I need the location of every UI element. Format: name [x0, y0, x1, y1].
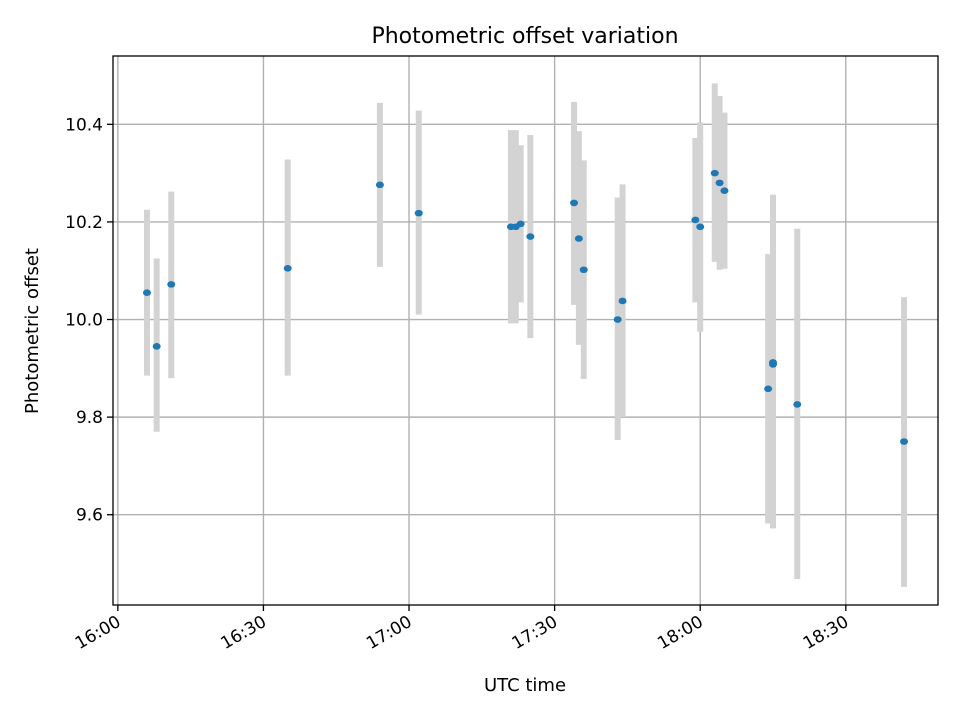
data-point — [691, 216, 700, 224]
data-point — [375, 181, 384, 189]
y-axis-label: Photometric offset — [22, 248, 43, 414]
data-points — [142, 169, 909, 445]
data-point — [793, 401, 802, 408]
y-tick-label: 9.8 — [76, 408, 103, 428]
data-point — [414, 209, 423, 217]
y-tick-label: 10.0 — [65, 311, 103, 331]
data-point — [764, 385, 773, 393]
y-tick-label: 9.6 — [76, 506, 103, 526]
data-point — [574, 235, 583, 242]
data-point — [167, 281, 176, 288]
data-point — [769, 361, 777, 368]
data-point — [900, 438, 909, 445]
data-point — [715, 179, 724, 187]
data-point — [720, 187, 729, 194]
data-point — [579, 266, 588, 274]
x-axis-label: UTC time — [484, 675, 566, 696]
data-point — [142, 289, 151, 296]
data-point — [570, 199, 579, 207]
data-point — [283, 264, 292, 272]
plot-frame — [112, 55, 939, 606]
data-point — [613, 316, 622, 323]
data-point — [696, 223, 705, 231]
data-point — [526, 233, 535, 240]
y-tick-label: 10.4 — [65, 115, 103, 135]
data-point — [710, 169, 719, 177]
data-point — [516, 220, 525, 228]
grid-lines — [113, 56, 938, 605]
chart-title: Photometric offset variation — [371, 24, 678, 49]
data-point — [618, 297, 627, 305]
data-point — [152, 343, 161, 350]
y-tick-label: 10.2 — [65, 213, 103, 233]
